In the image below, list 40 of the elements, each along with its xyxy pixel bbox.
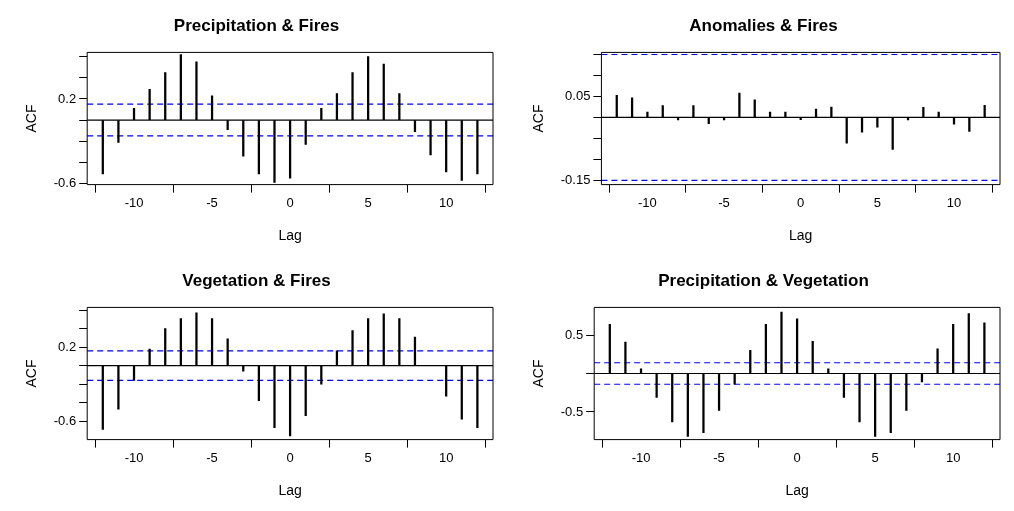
y-tick-label: -0.5 (560, 403, 584, 419)
y-tick-label: -0.15 (560, 171, 591, 187)
y-axis-title: ACF (530, 359, 547, 388)
y-axis-title: ACF (530, 104, 547, 133)
x-axis-title: Lag (278, 227, 302, 244)
x-tick-label: 10 (438, 449, 454, 465)
x-tick-label: -10 (631, 449, 651, 465)
y-tick-label: 0.2 (58, 338, 77, 354)
chart-title: Precipitation & Vegetation (658, 270, 869, 290)
x-tick-label: 5 (364, 449, 372, 465)
y-tick-label: -0.6 (53, 412, 77, 428)
x-tick-label: 5 (873, 194, 881, 210)
y-tick-label: -0.6 (53, 175, 77, 191)
x-tick-label: 0 (793, 449, 801, 465)
y-axis-title: ACF (23, 359, 40, 388)
x-tick-label: -5 (206, 449, 218, 465)
x-tick-label: -5 (206, 194, 218, 210)
x-tick-label: -5 (718, 194, 730, 210)
y-tick-label: 0.05 (565, 88, 591, 104)
x-tick-label: 0 (286, 194, 294, 210)
chart-title: Anomalies & Fires (689, 15, 838, 35)
x-tick-label: 5 (364, 194, 372, 210)
chart-title: Vegetation & Fires (182, 270, 331, 290)
x-axis-title: Lag (789, 227, 813, 244)
x-tick-label: -10 (638, 194, 657, 210)
x-tick-label: 5 (871, 449, 879, 465)
x-tick-label: 10 (438, 194, 454, 210)
y-tick-label: 0.5 (565, 326, 584, 342)
x-tick-label: -5 (713, 449, 725, 465)
x-tick-label: -10 (124, 194, 144, 210)
x-tick-label: 0 (286, 449, 294, 465)
x-axis-title: Lag (785, 482, 809, 499)
y-tick-label: 0.2 (58, 90, 77, 106)
x-axis-title: Lag (278, 482, 302, 499)
x-tick-label: 10 (945, 449, 961, 465)
y-axis-title: ACF (23, 104, 40, 133)
x-tick-label: 10 (946, 194, 962, 210)
chart-title: Precipitation & Fires (173, 15, 340, 35)
x-tick-label: 0 (797, 194, 805, 210)
x-tick-label: -10 (124, 449, 144, 465)
